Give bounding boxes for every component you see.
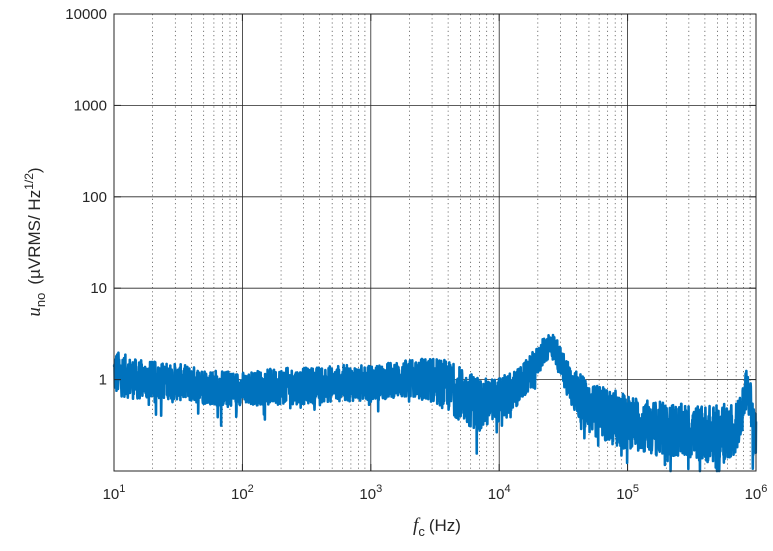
series-layer [112, 333, 758, 473]
y-axis-label: uno(µVRMS/ Hz1/2) [22, 167, 48, 316]
y-tick-label: 1 [99, 372, 107, 389]
plot-frame [113, 13, 757, 472]
y-tick-label: 100 [82, 189, 107, 206]
y-tick-label: 1000 [74, 97, 107, 114]
x-tick-label: 106 [745, 483, 768, 503]
y-tick-labels: 1 10 100 1000 10000 [65, 6, 107, 389]
noise-spectrum-line [112, 333, 758, 473]
x-tick-label: 103 [359, 483, 382, 503]
y-tick-label: 10 [90, 280, 107, 297]
minor-grid [152, 14, 751, 471]
x-tick-label: 105 [616, 483, 639, 503]
y-tick-label: 10000 [65, 6, 107, 23]
x-tick-labels: 101 102 103 104 105 106 [103, 483, 768, 503]
axis-ticks [113, 13, 757, 471]
x-tick-label: 104 [488, 483, 511, 503]
x-axis-label: fc (Hz) [413, 515, 461, 539]
x-tick-label: 102 [231, 483, 254, 503]
x-tick-label: 101 [103, 483, 126, 503]
